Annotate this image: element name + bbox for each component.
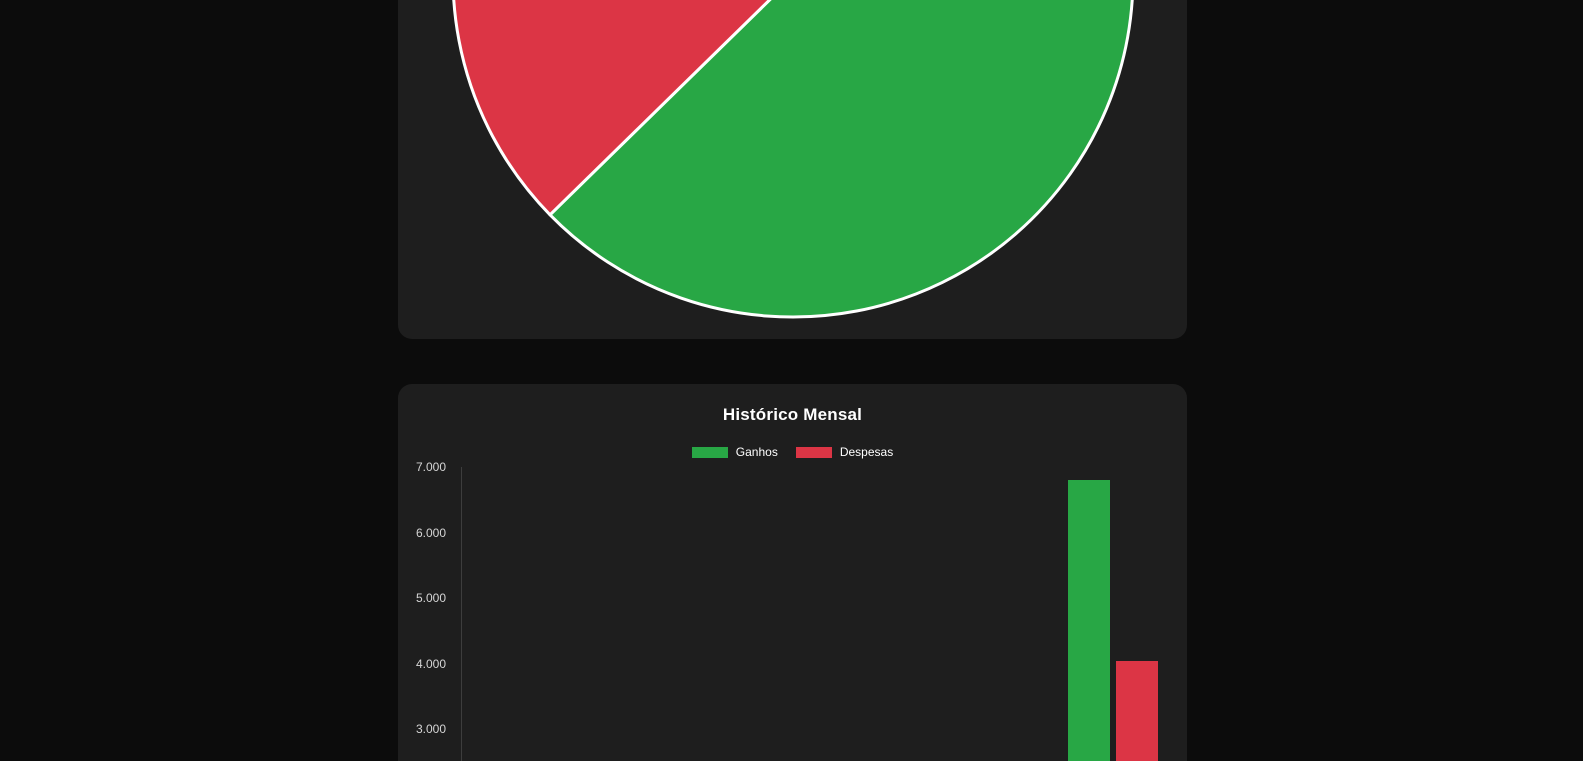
pie-slice-ganhos[interactable] [548,0,1134,319]
y-axis-line [461,467,462,761]
bar-chart-plot: 7.000 6.000 5.000 4.000 3.000 [398,384,1187,761]
legend-item-despesas[interactable]: Despesas [795,445,894,459]
pie-chart [452,0,1134,319]
y-tick-label: 6.000 [415,525,446,540]
pie-chart-card [398,0,1187,339]
y-tick-label: 7.000 [415,460,446,474]
legend-item-ganhos[interactable]: Ganhos [691,445,778,459]
legend-swatch-despesas [795,446,832,458]
bar-chart-card: Histórico Mensal Ganhos Despesas 7.000 6.0… [398,384,1187,761]
chart-legend: Ganhos Despesas [398,445,1187,459]
bar-chart-title: Histórico Mensal [722,405,863,424]
legend-swatch-ganhos [691,446,728,458]
y-tick-label: 3.000 [415,722,446,737]
legend-label: Despesas [839,445,894,459]
legend-label: Ganhos [735,445,778,459]
y-tick-label: 4.000 [415,656,446,671]
y-tick-label: 5.000 [415,591,446,606]
pie-slice-despesas[interactable] [452,0,793,217]
bar-ganhos[interactable] [1067,480,1110,761]
bar-despesas[interactable] [1115,660,1158,761]
